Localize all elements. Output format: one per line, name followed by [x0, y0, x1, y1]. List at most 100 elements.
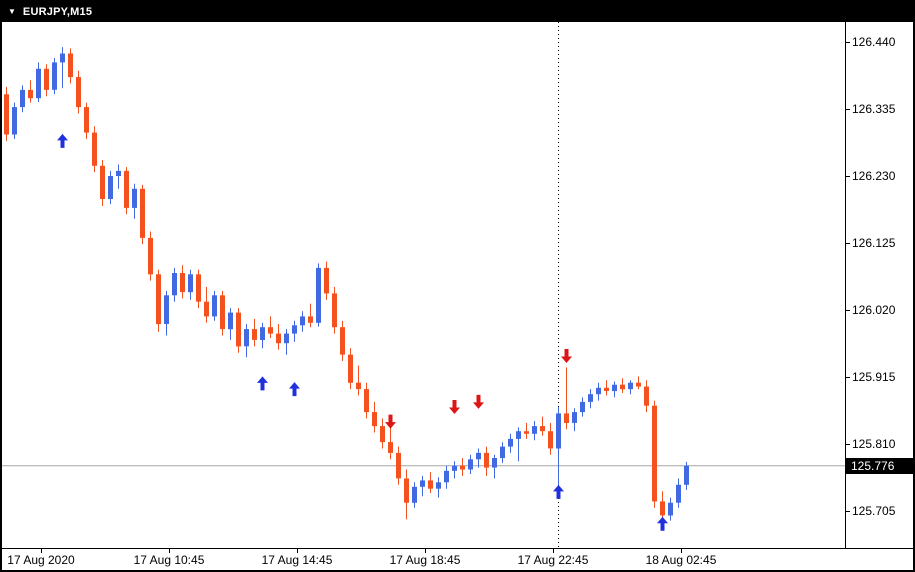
candle-bearish [44, 68, 49, 90]
candle-bearish [156, 274, 161, 325]
candle-bearish [380, 426, 385, 443]
price-axis-tick [846, 176, 850, 177]
candle-bullish [36, 68, 41, 99]
candle-bearish [332, 293, 337, 328]
candle-bearish [204, 301, 209, 317]
candle-bearish [484, 452, 489, 468]
candle-bearish [148, 237, 153, 275]
price-axis-label: 126.440 [852, 35, 896, 49]
candle-bullish [596, 387, 601, 395]
candle-bullish [572, 412, 577, 423]
candle-bearish [620, 384, 625, 390]
candle-bearish [276, 333, 281, 344]
candle-bearish [100, 165, 105, 199]
price-axis-label: 125.915 [852, 370, 896, 384]
candle-bullish [580, 401, 585, 413]
chart-title: EURJPY,M15 [22, 6, 93, 18]
candle-bearish [76, 77, 81, 108]
candle-bullish [132, 188, 137, 208]
time-axis-tick [41, 549, 42, 553]
candle-bearish [388, 442, 393, 453]
candle-bullish [452, 465, 457, 471]
price-axis-tick [846, 42, 850, 43]
time-axis-tick [425, 549, 426, 553]
candle-bullish [212, 295, 217, 317]
price-axis-tick [846, 377, 850, 378]
candle-bullish [476, 452, 481, 460]
signal-arrow-up [257, 376, 268, 391]
candle-bearish [460, 465, 465, 470]
candle-bearish [140, 188, 145, 238]
candle-bullish [588, 394, 593, 402]
signal-arrow-down [385, 414, 396, 429]
candlestick-chart[interactable] [2, 22, 845, 548]
candle-bullish [52, 62, 57, 90]
symbol-dropdown-icon[interactable]: ▼ [8, 7, 16, 16]
candle-bullish [300, 316, 305, 326]
candle-bearish [196, 274, 201, 302]
price-axis-tick [846, 444, 850, 445]
chart-plot-area[interactable] [2, 22, 845, 548]
candle-bearish [564, 413, 569, 423]
candle-bearish [92, 132, 97, 166]
time-axis-label: 17 Aug 10:45 [133, 553, 205, 567]
candle-bearish [404, 478, 409, 503]
price-axis-label: 126.335 [852, 102, 896, 116]
candle-bearish [68, 53, 73, 78]
candle-bearish [372, 412, 377, 427]
time-axis[interactable]: 17 Aug 2020 17 Aug 10:45 17 Aug 14:45 17 Au… [2, 548, 913, 570]
time-axis-tick [297, 549, 298, 553]
signal-arrow-down [561, 348, 572, 363]
price-axis-label: 126.230 [852, 169, 896, 183]
candle-bearish [308, 316, 313, 323]
candle-bullish [164, 295, 169, 324]
candle-bullish [108, 176, 113, 199]
time-axis-label: 17 Aug 22:45 [517, 553, 589, 567]
price-axis-tick [846, 243, 850, 244]
price-axis-label: 126.020 [852, 303, 896, 317]
candle-bullish [516, 431, 521, 439]
candle-bearish [180, 273, 185, 293]
candle-bullish [172, 273, 177, 296]
price-axis-tick [846, 109, 850, 110]
candle-bearish [252, 329, 257, 340]
candle-bullish [684, 465, 689, 485]
price-axis-tick [846, 511, 850, 512]
chart-titlebar: ▼ EURJPY,M15 [2, 2, 913, 22]
candle-bullish [116, 170, 121, 176]
candle-bearish [324, 267, 329, 294]
candle-bearish [660, 501, 665, 516]
signal-arrow-down [449, 399, 460, 414]
candle-bearish [236, 312, 241, 347]
time-axis-label: 17 Aug 2020 [7, 553, 75, 567]
candle-bearish [524, 431, 529, 434]
candle-bullish [412, 486, 417, 503]
candle-bullish [668, 502, 673, 516]
candle-bullish [468, 459, 473, 470]
candle-bearish [348, 354, 353, 383]
time-axis-label: 18 Aug 02:45 [645, 553, 717, 567]
candle-bearish [4, 94, 9, 135]
signal-arrow-up [57, 133, 68, 148]
time-axis-tick [553, 549, 554, 553]
candle-bearish [604, 387, 609, 391]
candle-bearish [268, 327, 273, 334]
candle-bullish [20, 89, 25, 108]
candle-bullish [292, 325, 297, 334]
candle-bullish [436, 482, 441, 489]
candle-bullish [556, 413, 561, 449]
candle-bullish [420, 480, 425, 487]
candle-bullish [492, 458, 497, 468]
candle-bullish [284, 333, 289, 344]
candle-bullish [260, 327, 265, 340]
candle-bearish [396, 452, 401, 479]
candle-bearish [364, 389, 369, 413]
candle-bearish [124, 170, 129, 208]
candle-bearish [644, 386, 649, 406]
time-axis-label: 17 Aug 14:45 [261, 553, 333, 567]
candle-bullish [676, 484, 681, 503]
candle-bullish [244, 329, 249, 347]
signal-arrow-up [289, 382, 300, 397]
candle-bullish [188, 274, 193, 293]
